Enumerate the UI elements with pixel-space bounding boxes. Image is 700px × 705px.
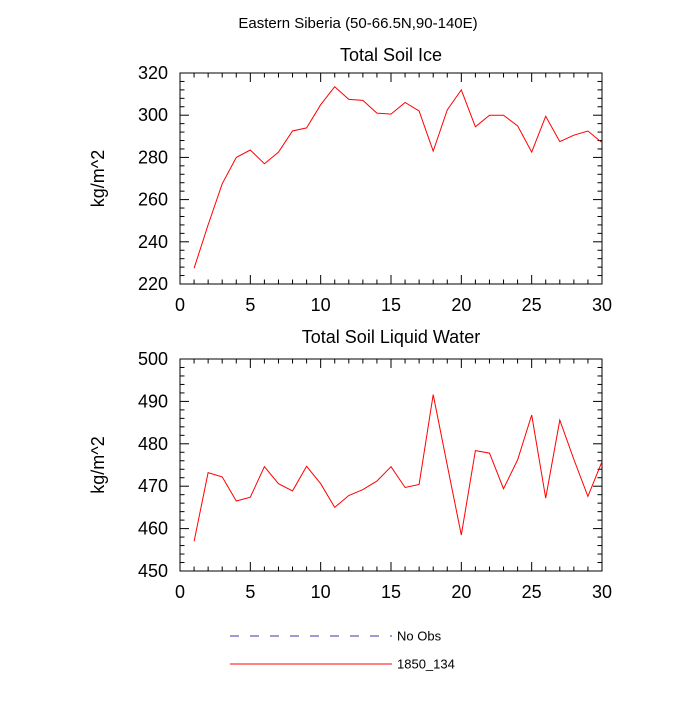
x-tick-label: 10 xyxy=(311,295,331,315)
panel-title: Total Soil Liquid Water xyxy=(302,327,480,347)
panel-total-soil-ice: Total Soil Ice 0 5 10 15 20 25 30 220 240 260 280 30… xyxy=(88,45,612,315)
y-tick-label: 450 xyxy=(138,561,168,581)
x-tick-label: 5 xyxy=(245,295,255,315)
y-tick-label: 460 xyxy=(138,519,168,539)
x-tick-label: 0 xyxy=(175,582,185,602)
series-line xyxy=(193,85,603,269)
y-tick-label: 320 xyxy=(138,63,168,83)
y-tick-label: 220 xyxy=(138,274,168,294)
x-tick-label: 15 xyxy=(381,295,401,315)
y-tick-label: 500 xyxy=(138,349,168,369)
y-tick-label: 490 xyxy=(138,391,168,411)
x-tick-label: 20 xyxy=(451,582,471,602)
legend: No Obs 1850_134 xyxy=(230,629,455,672)
y-tick-label: 240 xyxy=(138,232,168,252)
legend-label: 1850_134 xyxy=(397,657,455,672)
panel-title: Total Soil Ice xyxy=(340,45,442,65)
x-tick-label: 25 xyxy=(522,582,542,602)
figure-suptitle: Eastern Siberia (50-66.5N,90-140E) xyxy=(238,15,477,32)
x-tick-label: 0 xyxy=(175,295,185,315)
series-line xyxy=(193,394,603,542)
y-axis-label: kg/m^2 xyxy=(88,150,108,207)
panel-total-soil-liquid-water: Total Soil Liquid Water 0 5 10 15 20 25 30 450 46… xyxy=(88,327,612,602)
x-tick-label: 15 xyxy=(381,582,401,602)
legend-label: No Obs xyxy=(397,629,442,644)
y-tick-label: 470 xyxy=(138,476,168,496)
x-tick-label: 20 xyxy=(451,295,471,315)
x-tick-label: 10 xyxy=(311,582,331,602)
plot-frame xyxy=(179,72,603,285)
x-tick-label: 25 xyxy=(522,295,542,315)
y-tick-label: 260 xyxy=(138,190,168,210)
x-tick-label: 30 xyxy=(592,295,612,315)
plot-frame xyxy=(179,358,603,572)
y-tick-label: 480 xyxy=(138,434,168,454)
y-axis-label: kg/m^2 xyxy=(88,436,108,493)
y-tick-label: 280 xyxy=(138,147,168,167)
axis-ticks xyxy=(179,358,603,572)
y-tick-label: 300 xyxy=(138,105,168,125)
axis-ticks xyxy=(179,72,603,285)
x-tick-label: 5 xyxy=(245,582,255,602)
x-tick-label: 30 xyxy=(592,582,612,602)
